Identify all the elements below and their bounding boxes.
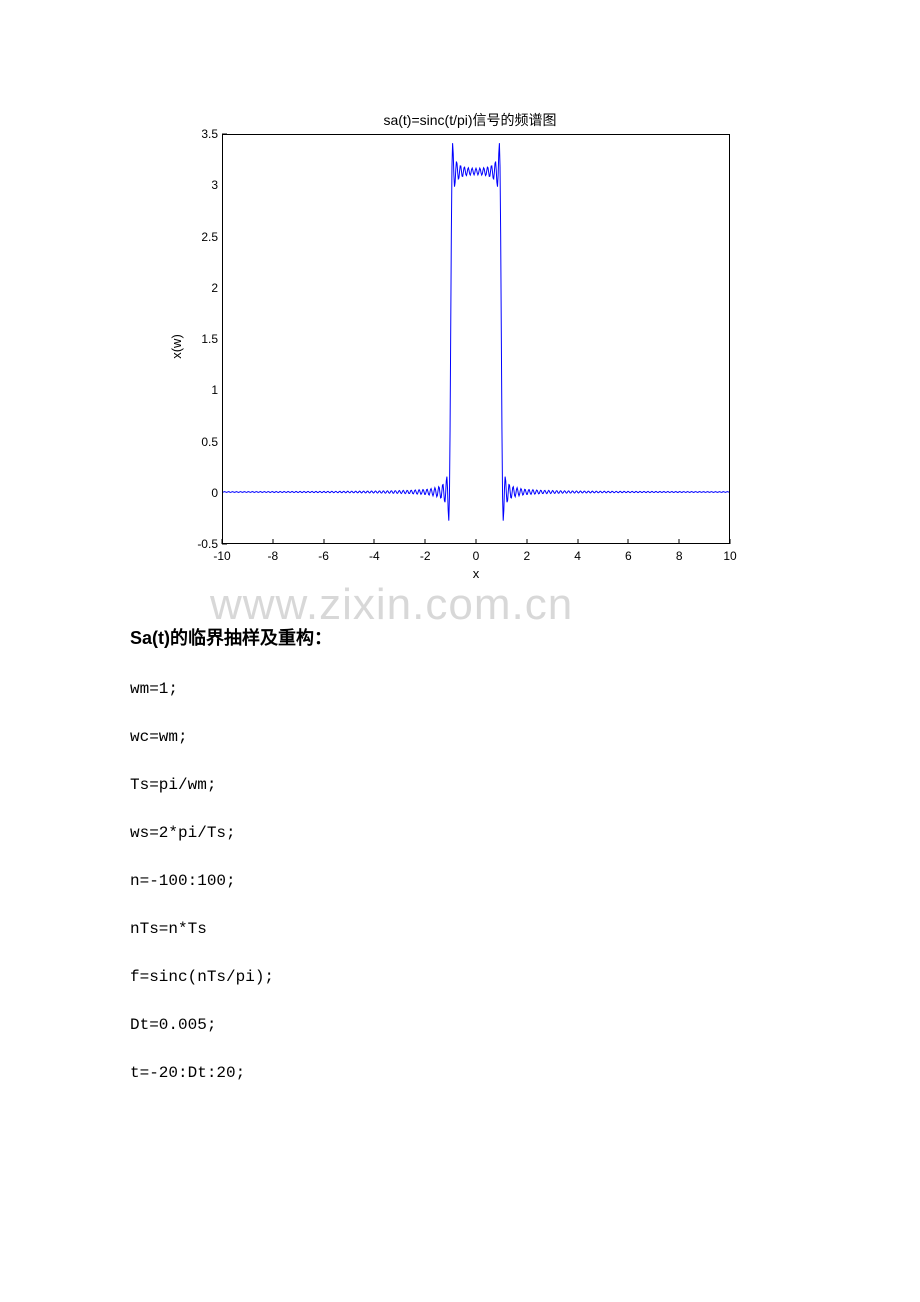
x-tick-mark xyxy=(374,539,375,544)
x-tick-mark xyxy=(272,539,273,544)
chart-title: sa(t)=sinc(t/pi)信号的频谱图 xyxy=(210,110,730,130)
x-tick-mark xyxy=(425,539,426,544)
code-line: n=-100:100; xyxy=(130,872,790,890)
x-tick-label: -10 xyxy=(213,549,230,563)
plot-box xyxy=(222,134,730,544)
code-line: f=sinc(nTs/pi); xyxy=(130,968,790,986)
chart-area: x(w) -0.500.511.522.533.5 -10-8-6-4-2024… xyxy=(170,134,730,574)
y-tick-label: 3 xyxy=(170,178,218,192)
code-line: nTs=n*Ts xyxy=(130,920,790,938)
x-tick-mark xyxy=(577,539,578,544)
x-tick-label: 0 xyxy=(473,549,480,563)
x-tick-mark xyxy=(730,539,731,544)
x-tick-label: -4 xyxy=(369,549,380,563)
y-tick-label: 2 xyxy=(170,281,218,295)
code-line: wc=wm; xyxy=(130,728,790,746)
y-tick-label: 0 xyxy=(170,486,218,500)
y-tick-label: 0.5 xyxy=(170,435,218,449)
spectrum-chart: sa(t)=sinc(t/pi)信号的频谱图 x(w) -0.500.511.5… xyxy=(170,110,730,574)
y-tick-label: 1 xyxy=(170,383,218,397)
x-tick-mark xyxy=(222,539,223,544)
y-tick-label: 3.5 xyxy=(170,127,218,141)
y-tick-label: 2.5 xyxy=(170,230,218,244)
y-tick-label: -0.5 xyxy=(170,537,218,551)
x-tick-label: 6 xyxy=(625,549,632,563)
plot-line xyxy=(223,135,729,543)
x-tick-mark xyxy=(476,539,477,544)
x-tick-label: -8 xyxy=(267,549,278,563)
x-tick-label: 8 xyxy=(676,549,683,563)
x-tick-mark xyxy=(628,539,629,544)
x-tick-mark xyxy=(526,539,527,544)
x-axis-label: x xyxy=(222,566,730,581)
x-tick-label: -2 xyxy=(420,549,431,563)
x-tick-mark xyxy=(323,539,324,544)
x-tick-mark xyxy=(679,539,680,544)
x-tick-label: 2 xyxy=(523,549,530,563)
x-tick-label: 10 xyxy=(723,549,736,563)
code-line: wm=1; xyxy=(130,680,790,698)
code-line: t=-20:Dt:20; xyxy=(130,1064,790,1082)
section-heading: Sa(t)的临界抽样及重构： xyxy=(130,624,790,650)
code-line: Dt=0.005; xyxy=(130,1016,790,1034)
code-block: wm=1; wc=wm; Ts=pi/wm; ws=2*pi/Ts; n=-100:10… xyxy=(130,680,790,1082)
code-line: ws=2*pi/Ts; xyxy=(130,824,790,842)
y-tick-label: 1.5 xyxy=(170,332,218,346)
code-line: Ts=pi/wm; xyxy=(130,776,790,794)
x-tick-label: 4 xyxy=(574,549,581,563)
watermark: www.zixin.com.cn xyxy=(210,580,573,630)
x-tick-label: -6 xyxy=(318,549,329,563)
